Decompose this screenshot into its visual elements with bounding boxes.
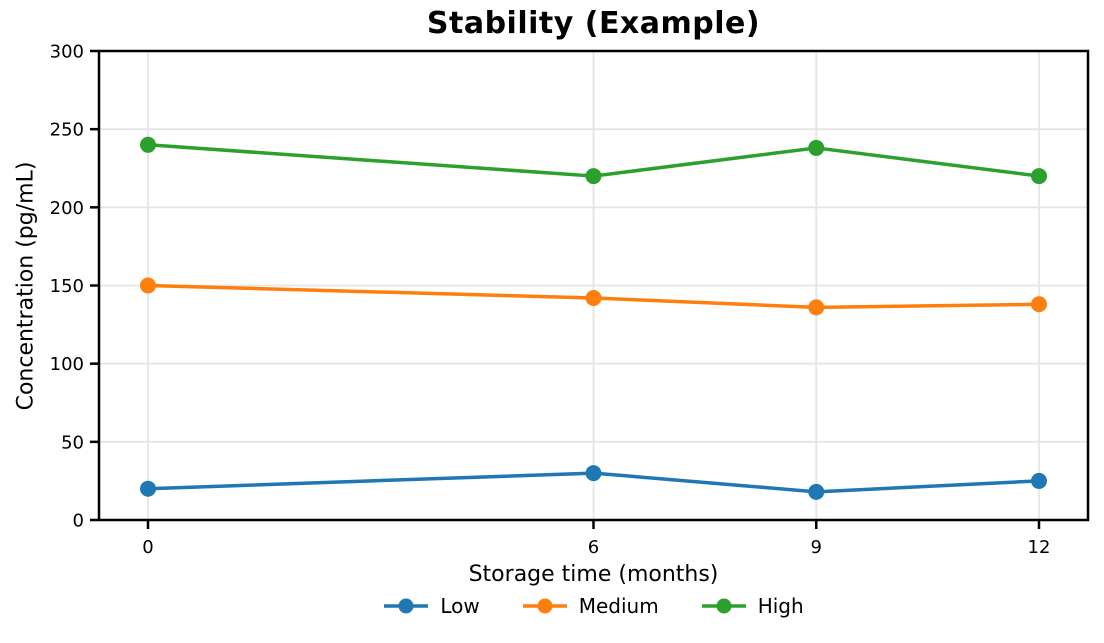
axes-spines bbox=[97, 49, 1090, 522]
data-point-marker bbox=[1030, 168, 1047, 185]
legend-marker-icon bbox=[701, 598, 746, 614]
y-tick-label: 50 bbox=[61, 432, 84, 453]
y-tick-label: 100 bbox=[50, 354, 84, 375]
legend-label: Low bbox=[440, 594, 480, 618]
data-point-marker bbox=[1030, 472, 1047, 489]
data-point-marker bbox=[585, 290, 602, 307]
legend-dot bbox=[537, 598, 553, 614]
x-tick-label: 12 bbox=[1028, 537, 1051, 558]
series-line bbox=[146, 143, 1041, 178]
legend-item-low: Low bbox=[383, 594, 480, 618]
legend-marker-icon bbox=[522, 598, 567, 614]
x-axis-label: Storage time (months) bbox=[468, 562, 719, 587]
legend-dot bbox=[398, 598, 414, 614]
data-point-marker bbox=[140, 277, 157, 294]
tick-labels: 0 50 100 150 200 250 300 0 6 9 12 bbox=[50, 42, 1051, 559]
x-tick-label: 6 bbox=[588, 537, 599, 558]
series-line bbox=[146, 283, 1041, 310]
y-tick-label: 250 bbox=[50, 120, 84, 141]
data-point-marker bbox=[585, 168, 602, 185]
y-tick-label: 150 bbox=[50, 276, 84, 297]
legend-item-medium: Medium bbox=[522, 594, 659, 618]
y-tick-label: 300 bbox=[50, 42, 84, 63]
series-line bbox=[146, 471, 1041, 494]
data-point-marker bbox=[140, 480, 157, 497]
data-point-marker bbox=[585, 465, 602, 482]
data-point-marker bbox=[808, 483, 825, 500]
y-tick-label: 200 bbox=[50, 198, 84, 219]
ticks bbox=[90, 49, 1041, 529]
y-tick-label: 0 bbox=[73, 511, 84, 532]
chart-title: Stability (Example) bbox=[426, 6, 761, 41]
gridlines bbox=[99, 50, 1088, 521]
legend-dot bbox=[716, 598, 732, 614]
data-point-marker bbox=[1030, 296, 1047, 313]
legend-item-high: High bbox=[701, 594, 804, 618]
legend: Low Medium High bbox=[99, 589, 1088, 623]
x-tick-label: 0 bbox=[142, 537, 153, 558]
series-medium bbox=[140, 277, 1047, 316]
data-point-marker bbox=[808, 139, 825, 156]
data-point-marker bbox=[808, 299, 825, 316]
series-high bbox=[140, 136, 1047, 185]
x-tick-label: 9 bbox=[811, 537, 822, 558]
data-point-marker bbox=[140, 136, 157, 153]
legend-label: High bbox=[757, 594, 804, 618]
legend-label: Medium bbox=[578, 594, 659, 618]
legend-marker-icon bbox=[384, 598, 429, 614]
series-low bbox=[140, 465, 1047, 500]
